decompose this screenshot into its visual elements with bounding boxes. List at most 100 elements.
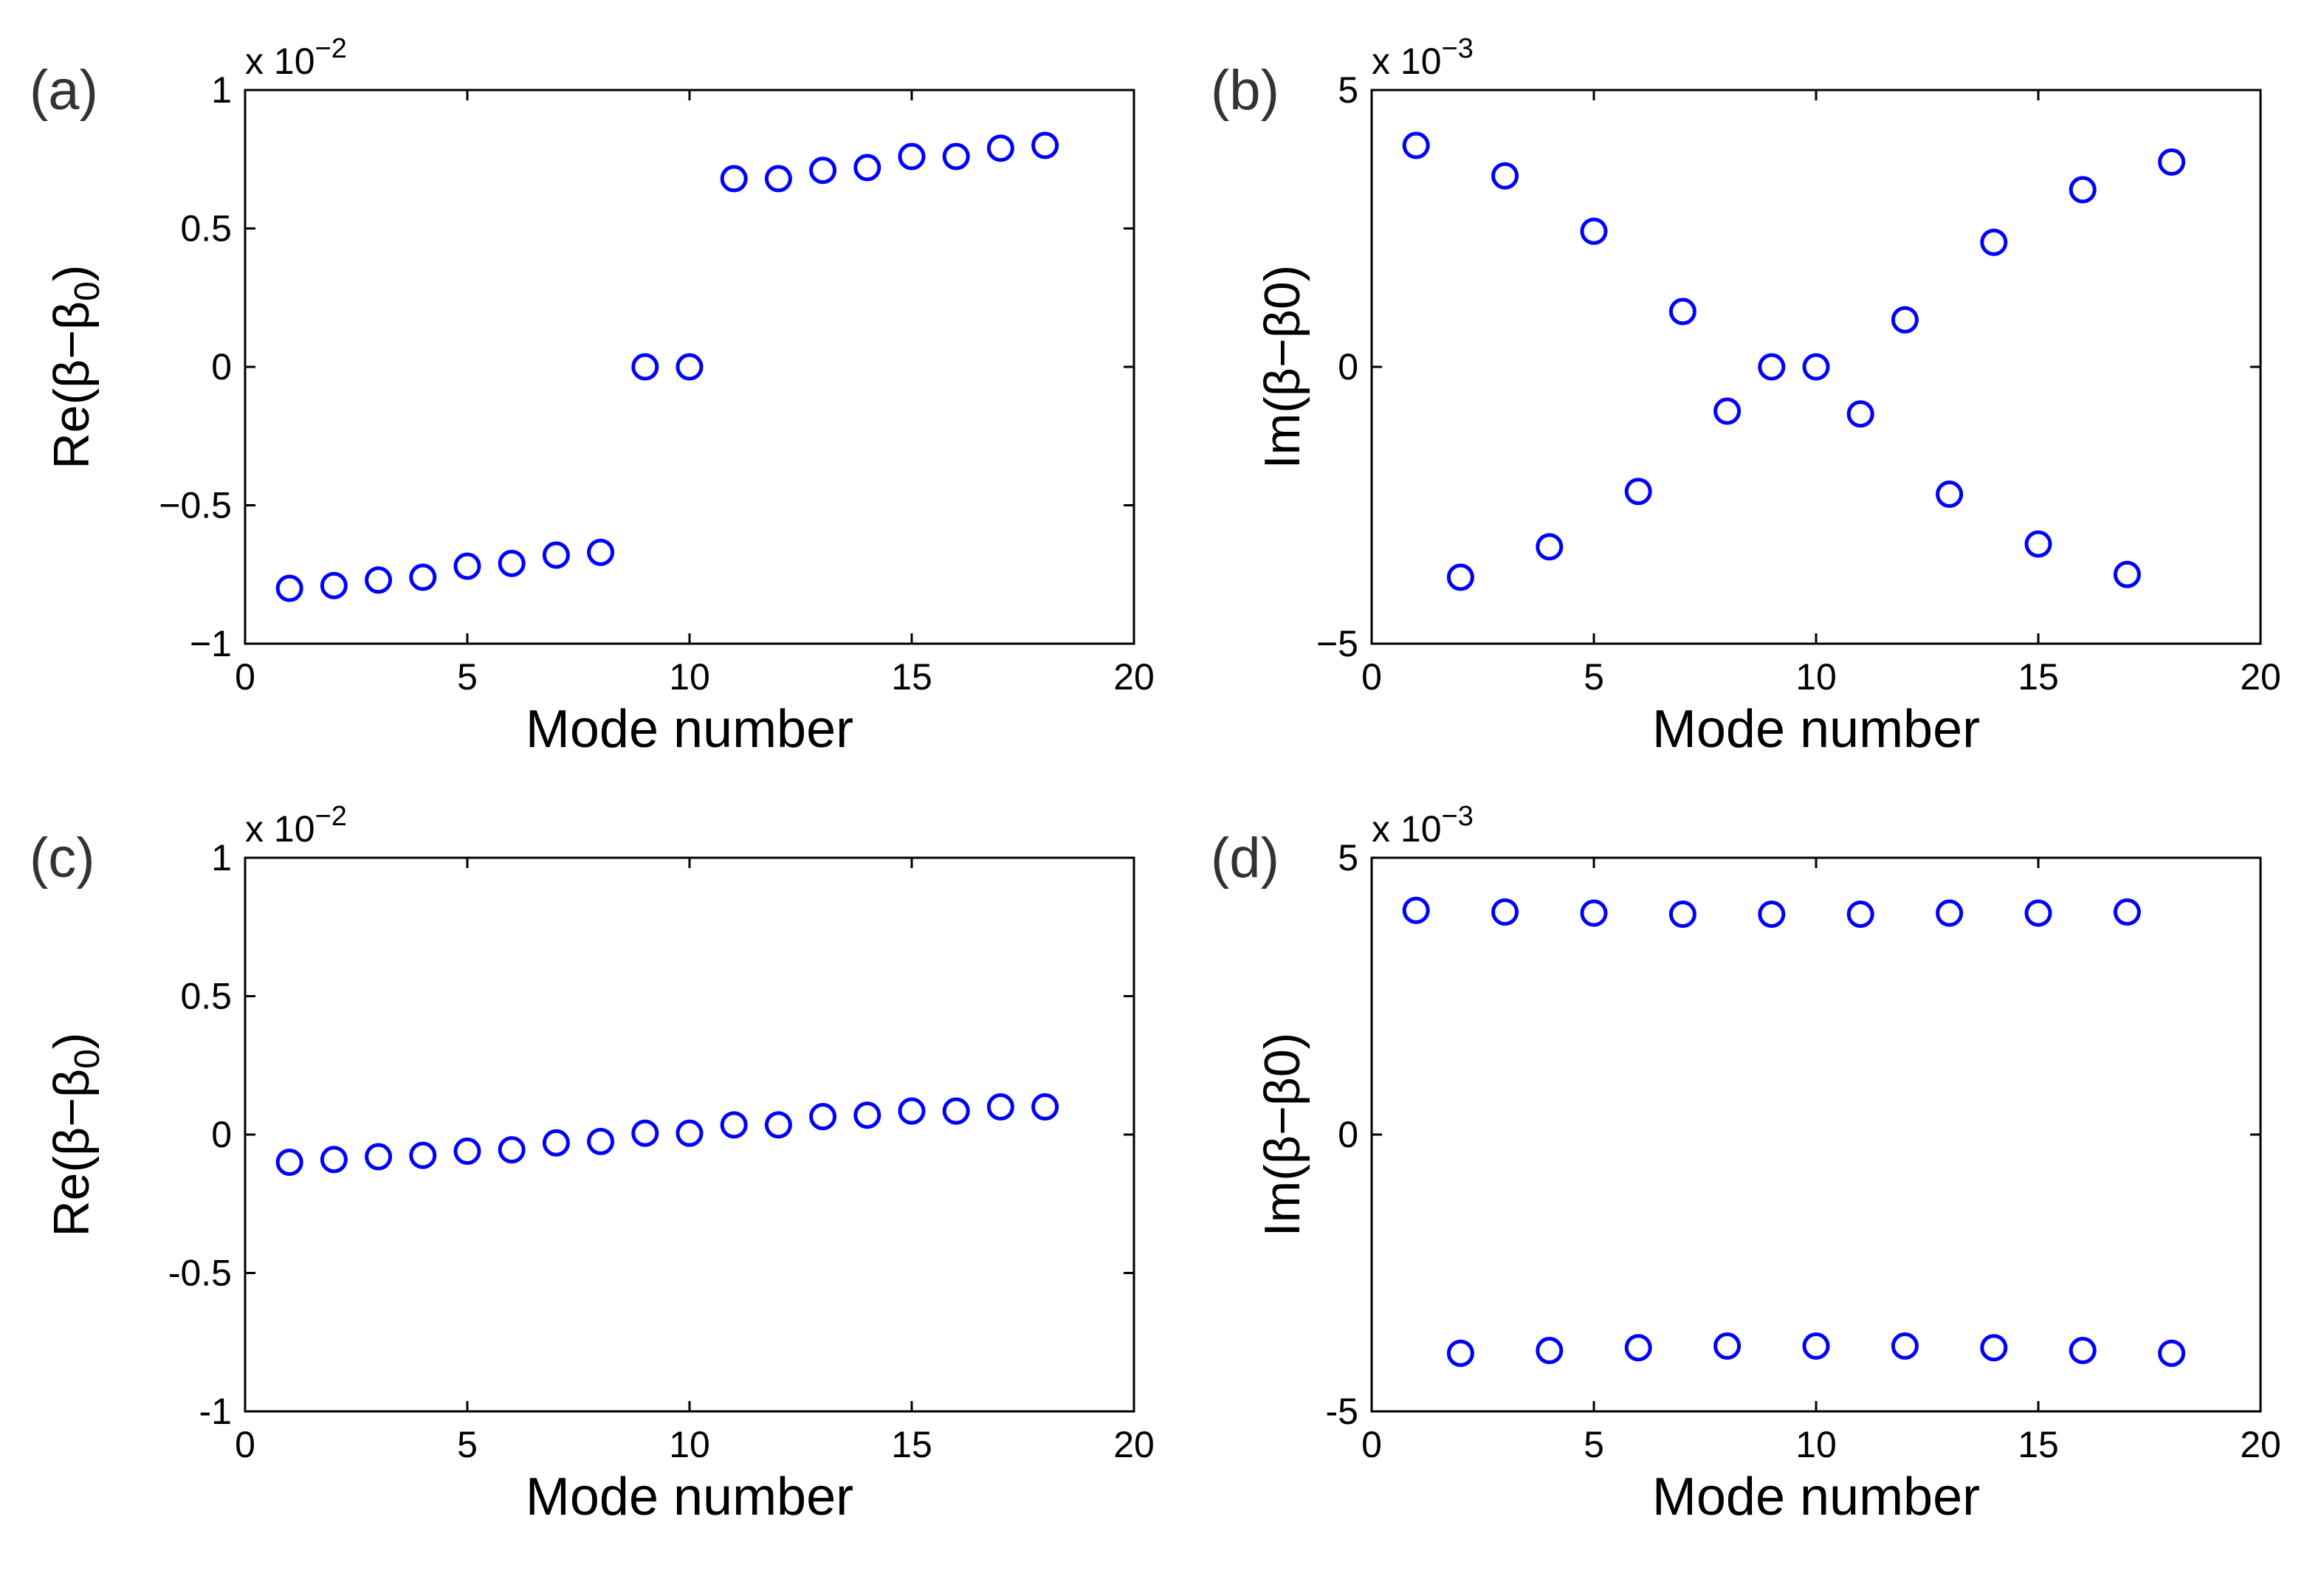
axes-frame <box>1370 89 2262 645</box>
data-point <box>1491 162 1519 190</box>
y-axis-label: Im(β−β0) <box>1254 1033 1310 1237</box>
axis-multiplier: x 10−3 <box>1372 33 1474 82</box>
data-point <box>986 134 1014 162</box>
x-axis-label: Mode number <box>1652 1467 1980 1527</box>
data-point <box>898 142 926 171</box>
x-tick-label: 0 <box>1361 656 1382 698</box>
x-tick-label: 15 <box>891 1424 932 1465</box>
x-tick-label: 10 <box>669 1424 710 1465</box>
x-tick-label: 15 <box>891 656 932 698</box>
x-axis-label: Mode number <box>1652 700 1980 759</box>
data-point <box>1713 397 1742 425</box>
data-point <box>1758 901 1786 928</box>
data-point <box>587 1127 615 1155</box>
y-tick-label: 1 <box>211 837 232 878</box>
x-tick-label: 15 <box>2018 656 2059 698</box>
data-point <box>1402 131 1430 159</box>
y-tick-label: 0 <box>1338 1114 1358 1155</box>
y-tick-label: −1 <box>190 623 232 664</box>
data-point <box>1446 1339 1474 1367</box>
data-point <box>275 574 303 602</box>
data-point <box>1936 481 1964 508</box>
panel-label: (c) <box>30 827 95 889</box>
x-tick-label: 0 <box>1361 1424 1382 1465</box>
panel-c: 0 5 10 15 20 -1 -0.5 0 0.5 1 x 10−2 (c) Mode number R… <box>30 801 1155 1527</box>
y-tick-label: −5 <box>1316 623 1358 664</box>
data-point <box>631 1119 659 1147</box>
x-tick-label: 5 <box>457 656 478 698</box>
data-point <box>320 571 348 599</box>
data-point <box>365 566 393 594</box>
data-point <box>2024 899 2052 927</box>
x-axis-label: Mode number <box>526 1467 853 1527</box>
x-tick-label: 20 <box>1113 656 1155 698</box>
axes-frame <box>244 856 1135 1413</box>
data-point <box>498 549 526 577</box>
data-point <box>498 1136 526 1164</box>
y-tick-label: 0 <box>211 1114 232 1155</box>
data-point <box>764 1111 792 1139</box>
y-tick-label: 0.5 <box>180 208 232 250</box>
data-point <box>1491 898 1519 926</box>
panel-label: (b) <box>1211 59 1279 122</box>
data-point <box>853 1101 881 1129</box>
data-point <box>1802 1332 1830 1360</box>
data-point <box>675 1119 704 1147</box>
data-point <box>942 1097 970 1125</box>
data-point <box>1713 1332 1742 1360</box>
y-axis-label: Im(β−β0) <box>1254 265 1310 469</box>
data-point <box>1891 1332 1919 1360</box>
x-tick-label: 20 <box>2240 656 2281 698</box>
x-tick-label: 10 <box>1795 656 1837 698</box>
data-point <box>720 1111 748 1139</box>
data-point <box>809 1103 837 1131</box>
data-point <box>1624 1334 1652 1362</box>
x-tick-label: 15 <box>2018 1424 2059 1465</box>
data-point <box>2158 1339 2186 1367</box>
x-tick-label: 0 <box>235 656 255 698</box>
data-point <box>1891 306 1919 334</box>
x-tick-label: 20 <box>1113 1424 1155 1465</box>
data-point <box>809 156 837 185</box>
axes-frame <box>1370 856 2262 1413</box>
data-point <box>2113 898 2141 926</box>
data-point <box>1668 901 1696 928</box>
data-point <box>853 154 881 182</box>
data-point <box>1446 563 1474 591</box>
y-tick-label: 0 <box>211 346 232 388</box>
x-tick-label: 20 <box>2240 1424 2281 1465</box>
data-point <box>942 142 970 171</box>
data-point <box>1031 1093 1059 1121</box>
data-point <box>1580 217 1608 245</box>
data-point <box>631 353 659 381</box>
y-tick-label: 5 <box>1338 837 1358 878</box>
axes-frame <box>244 89 1135 645</box>
data-point <box>587 538 615 566</box>
x-tick-label: 10 <box>1795 1424 1837 1465</box>
data-point <box>1031 131 1059 159</box>
data-point <box>1624 478 1652 506</box>
y-tick-label: -1 <box>199 1391 232 1432</box>
data-point <box>1936 899 1964 927</box>
data-point <box>2158 148 2186 176</box>
panel-label: (a) <box>30 59 98 122</box>
data-point <box>2113 560 2141 588</box>
data-point <box>764 165 792 193</box>
y-tick-label: -5 <box>1326 1391 1358 1432</box>
data-point <box>1536 533 1564 561</box>
data-point <box>275 1149 303 1176</box>
data-point <box>986 1093 1014 1121</box>
data-point <box>409 1141 437 1169</box>
axis-multiplier: x 10−2 <box>245 801 347 850</box>
x-axis-label: Mode number <box>526 700 853 759</box>
data-point <box>453 552 481 580</box>
data-point <box>675 353 704 381</box>
data-point <box>1980 228 2008 256</box>
data-point <box>542 541 570 569</box>
data-point <box>2069 176 2097 204</box>
y-tick-label: −0.5 <box>159 485 232 526</box>
panel-label: (d) <box>1211 827 1279 889</box>
